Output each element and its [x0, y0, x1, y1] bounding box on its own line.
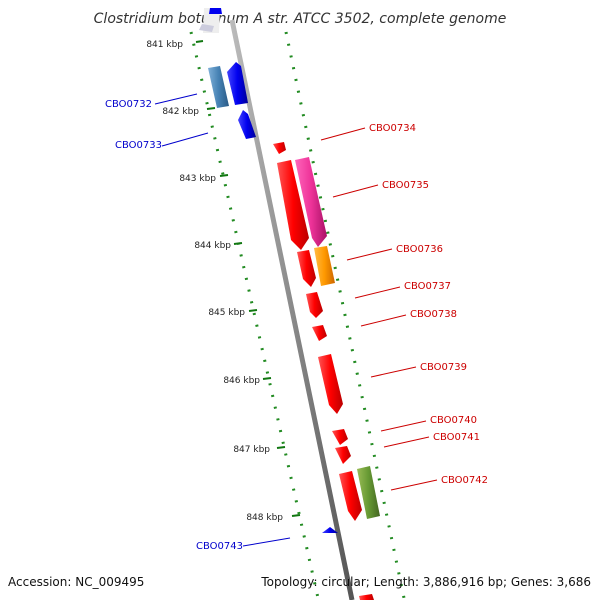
- forward-cds-cbo0742[interactable]: [339, 471, 362, 521]
- forward-cds-cbo0736[interactable]: [297, 250, 316, 287]
- gene-label-cbo0738[interactable]: CBO0738: [410, 309, 457, 320]
- reverse-feature-cbo0732[interactable]: [208, 66, 229, 108]
- gene-label-cbo0736[interactable]: CBO0736: [396, 244, 443, 255]
- forward-feature-cbo0736[interactable]: [314, 246, 335, 286]
- forward-feature-cbo0742[interactable]: [357, 466, 380, 519]
- reverse-cds-cbo0732[interactable]: [227, 62, 248, 105]
- gene-label-cbo0732[interactable]: CBO0732: [105, 99, 152, 110]
- gene-label-cbo0735[interactable]: CBO0735: [382, 180, 429, 191]
- forward-cds-cbo0734[interactable]: [273, 142, 286, 154]
- gene-label-cbo0743[interactable]: CBO0743: [196, 541, 243, 552]
- partial-feature-top-2: [199, 24, 214, 32]
- gene-label-cbo0741[interactable]: CBO0741: [433, 432, 480, 443]
- inner-dotted-track: [189, 31, 320, 599]
- outer-dotted-track: [284, 31, 406, 599]
- forward-cds-cbo0738[interactable]: [312, 325, 327, 341]
- gene-label-cbo0733[interactable]: CBO0733: [115, 140, 162, 151]
- reverse-cds-cbo0733[interactable]: [238, 110, 256, 139]
- forward-feature-cbo0735[interactable]: [295, 157, 327, 247]
- forward-cds-cbo0741[interactable]: [335, 446, 351, 464]
- map-title: Clostridium botulinum A str. ATCC 3502, …: [94, 11, 507, 27]
- forward-cds-cbo0740[interactable]: [332, 429, 348, 445]
- reverse-cds-cbo0743[interactable]: [322, 527, 338, 533]
- partial-reverse-cds-top: [209, 8, 222, 14]
- tick-label-846: 846 kbp: [223, 376, 260, 386]
- gene-label-cbo0742[interactable]: CBO0742: [441, 475, 488, 486]
- leader-lines: [154, 93, 438, 547]
- accession-label: Accession: NC_009495: [8, 575, 144, 589]
- tick-label-843: 843 kbp: [179, 174, 216, 184]
- tick-label-845: 845 kbp: [208, 308, 245, 318]
- forward-cds-cbo0735[interactable]: [277, 160, 309, 250]
- tick-label-847: 847 kbp: [233, 445, 270, 455]
- gene-label-cbo0739[interactable]: CBO0739: [420, 362, 467, 373]
- gene-label-cbo0740[interactable]: CBO0740: [430, 415, 477, 426]
- tick-label-842: 842 kbp: [162, 107, 199, 117]
- tick-label-841: 841 kbp: [146, 40, 183, 50]
- gene-label-cbo0737[interactable]: CBO0737: [404, 281, 451, 292]
- tick-label-844: 844 kbp: [194, 241, 231, 251]
- backbone: [229, 19, 355, 600]
- forward-cds-cbo0739[interactable]: [318, 354, 343, 414]
- forward-cds-cbo0737[interactable]: [306, 292, 323, 318]
- genome-summary-label: Topology: circular; Length: 3,886,916 bp…: [260, 575, 591, 589]
- partial-forward-cds-bottom: [359, 594, 374, 600]
- tick-marks: [195, 40, 301, 517]
- gene-label-cbo0734[interactable]: CBO0734: [369, 123, 416, 134]
- tick-label-848: 848 kbp: [246, 513, 283, 523]
